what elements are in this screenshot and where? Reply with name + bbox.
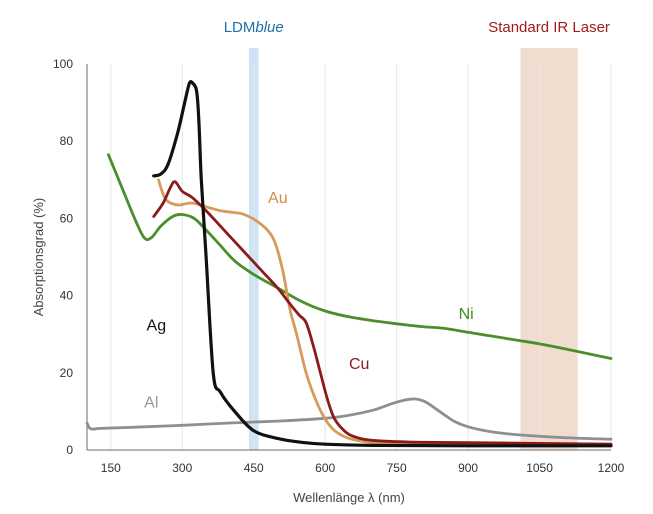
x-axis-title: Wellenlänge λ (nm) — [293, 490, 405, 505]
x-tick-label: 450 — [244, 461, 264, 475]
y-tick-label: 80 — [60, 134, 74, 148]
x-tick-label: 1050 — [526, 461, 553, 475]
x-tick-label: 900 — [458, 461, 478, 475]
y-tick-label: 20 — [60, 366, 74, 380]
series-label-ni: Ni — [459, 306, 474, 323]
series-label-au: Au — [268, 190, 288, 207]
y-tick-label: 40 — [60, 289, 74, 303]
band-label-italic: blue — [255, 19, 283, 36]
band-label-main: Standard IR Laser — [488, 19, 610, 36]
series-label-al: Al — [144, 395, 158, 412]
y-tick-label: 100 — [53, 57, 73, 71]
axes — [86, 64, 611, 451]
series-line-ni — [107, 153, 613, 360]
series-line-cu — [152, 180, 613, 446]
x-tick-label: 750 — [387, 461, 407, 475]
x-tick-label: 150 — [101, 461, 121, 475]
series-line-ag — [152, 79, 613, 448]
vertical-gridlines — [110, 64, 612, 450]
band-label-main: LDM — [224, 19, 256, 36]
y-tick-label: 0 — [66, 443, 73, 457]
band-label-ldmblue: LDMblue — [224, 19, 284, 36]
y-axis-title: Absorptionsgrad (%) — [31, 198, 46, 317]
band-label-ir-laser: Standard IR Laser — [488, 19, 610, 36]
x-tick-label: 1200 — [598, 461, 625, 475]
series-label-ag: Ag — [147, 317, 167, 334]
x-tick-label: 300 — [172, 461, 192, 475]
y-tick-label: 60 — [60, 211, 74, 225]
band-ir-laser — [520, 48, 578, 450]
series-lines — [85, 79, 613, 448]
tick-labels: 150 300 450 600 750 900 1050 1200 0 20 40 60 80 100 — [53, 57, 625, 475]
x-tick-label: 600 — [315, 461, 335, 475]
series-labels: LDMblue Standard IR Laser Ag Au Cu Ni Al — [144, 19, 610, 412]
series-label-cu: Cu — [349, 356, 369, 373]
series-line-al — [85, 397, 613, 441]
highlight-bands — [248, 48, 578, 450]
